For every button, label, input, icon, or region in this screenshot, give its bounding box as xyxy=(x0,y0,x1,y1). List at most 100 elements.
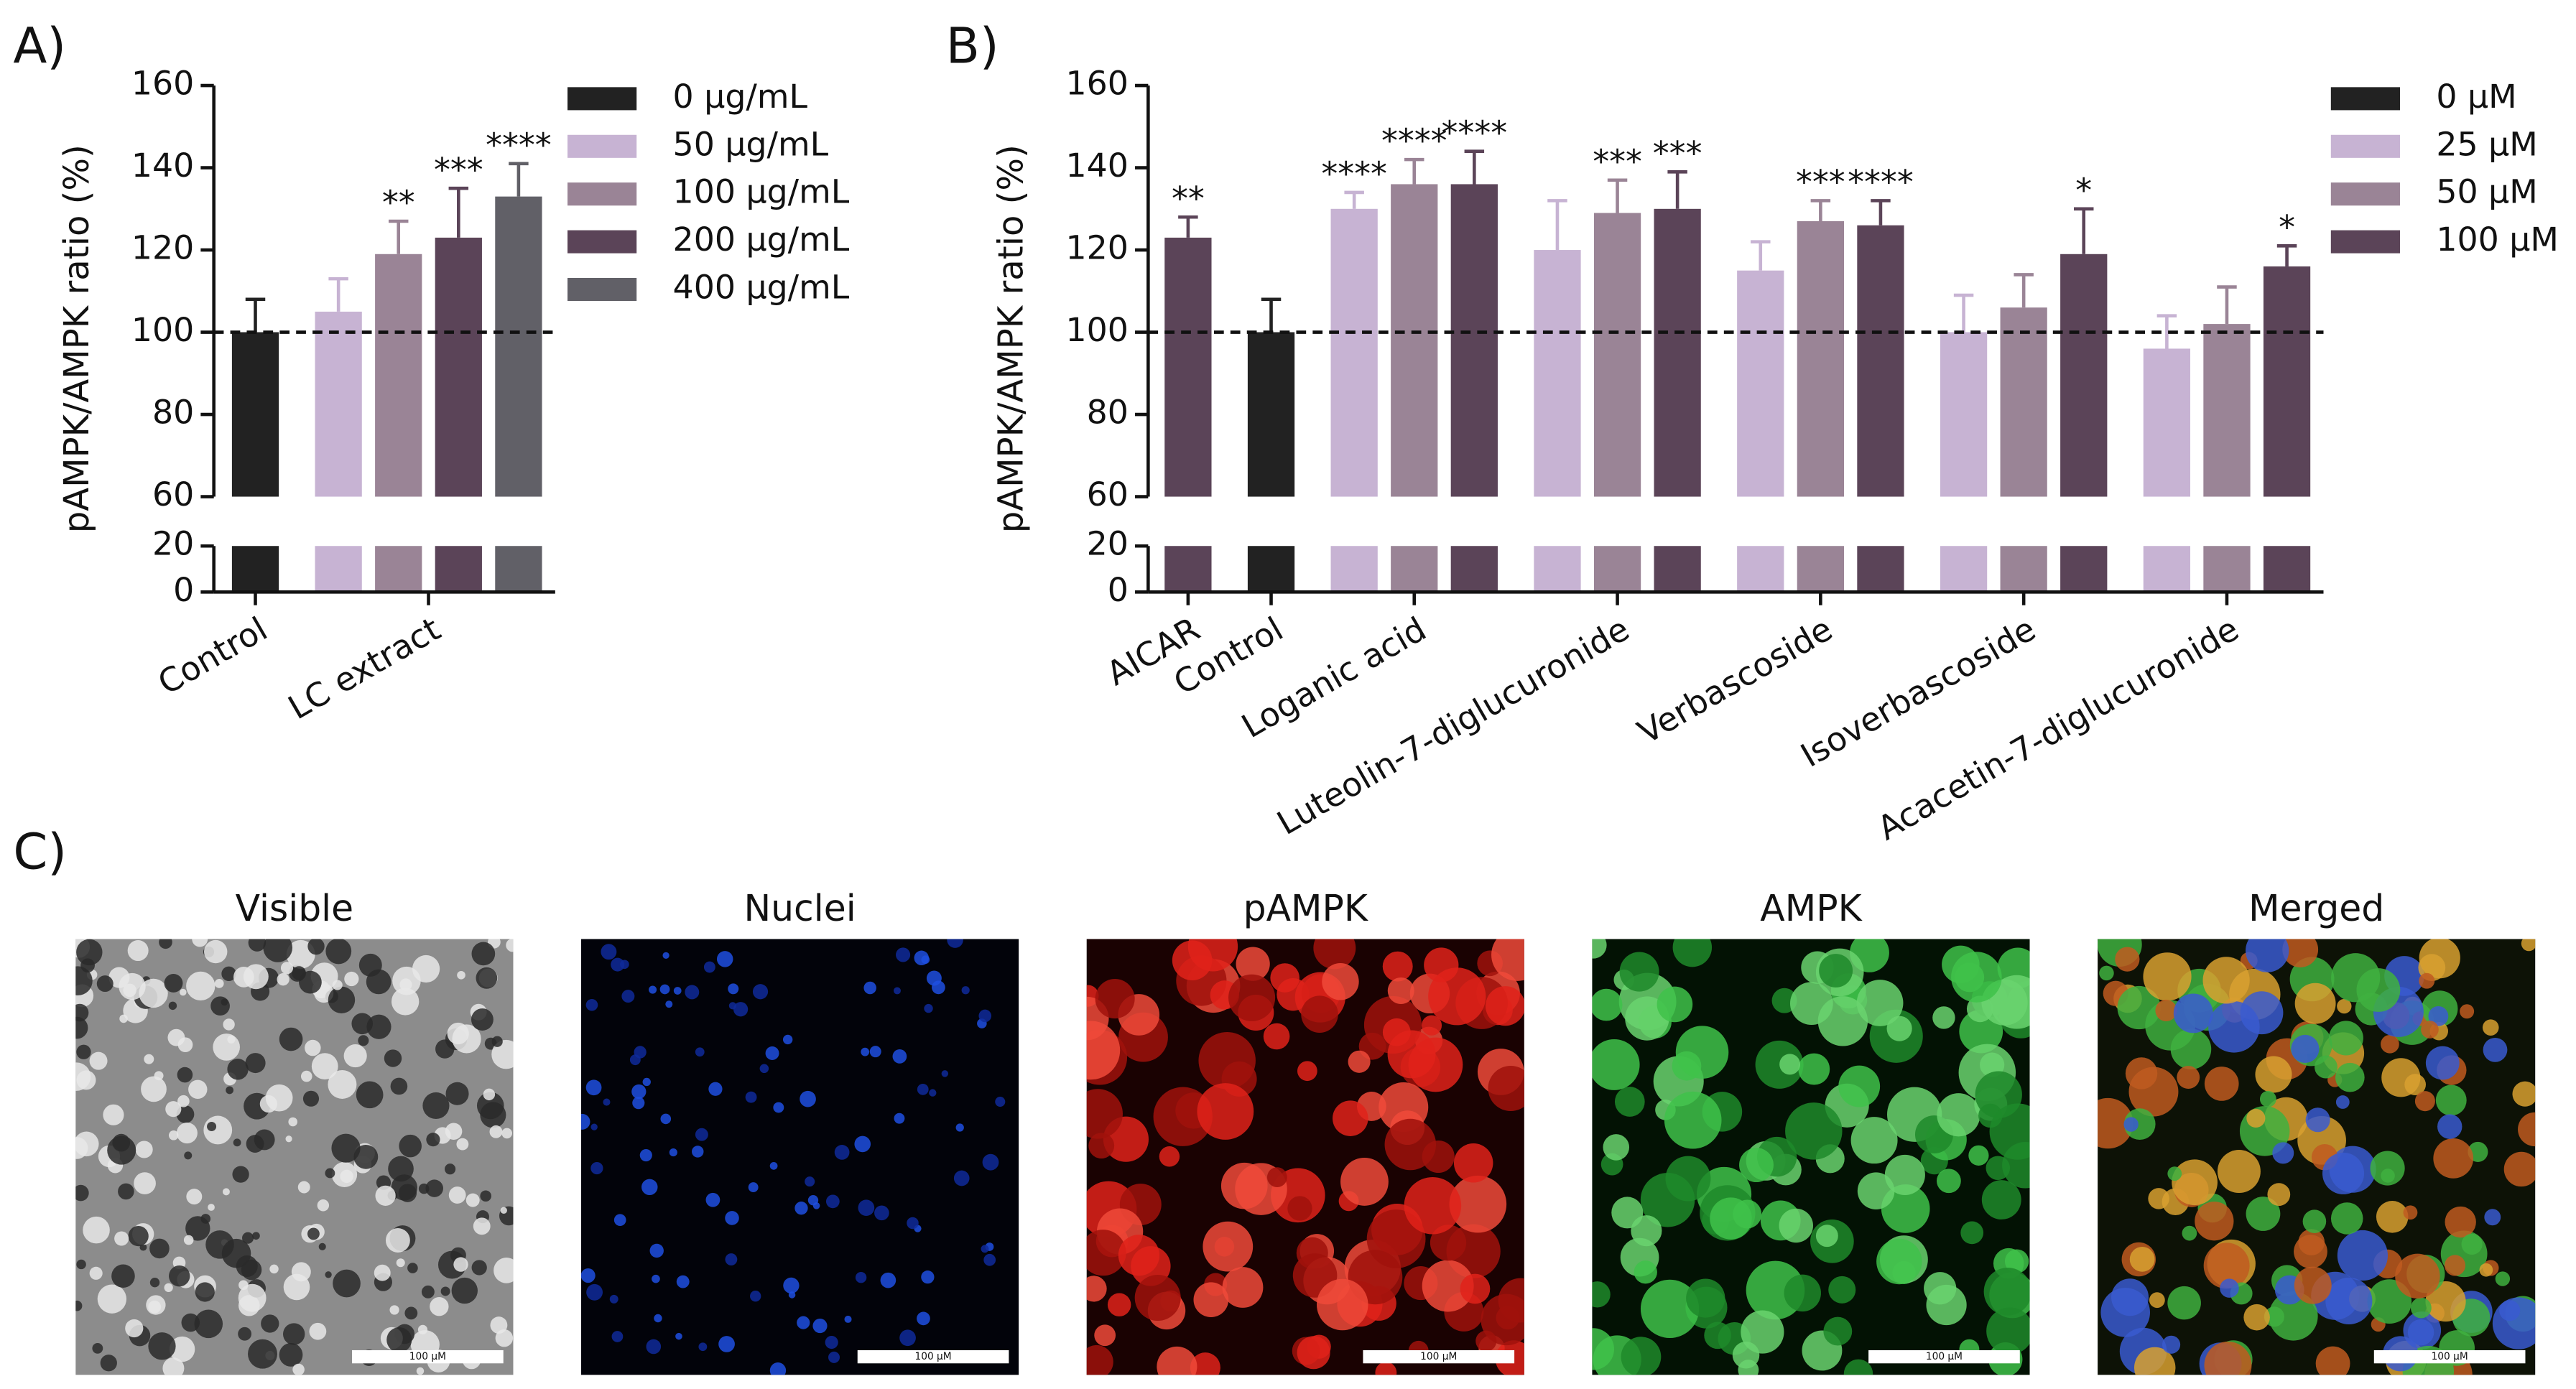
cell xyxy=(1157,1346,1197,1375)
bar-lower xyxy=(1391,546,1438,593)
cell xyxy=(344,971,359,987)
cell xyxy=(2255,1056,2292,1093)
cell xyxy=(1297,1061,1317,1082)
bar-lower xyxy=(2000,546,2047,593)
significance-label: *** xyxy=(434,150,483,189)
cell xyxy=(307,939,325,955)
cell xyxy=(2143,952,2192,1001)
cell xyxy=(2381,1058,2421,1097)
cell xyxy=(765,1046,779,1060)
cell xyxy=(695,1047,705,1057)
cell xyxy=(128,1225,149,1247)
cell xyxy=(665,1000,673,1008)
scale-bar xyxy=(857,1349,1009,1364)
cell xyxy=(669,1148,677,1157)
cell xyxy=(1270,963,1300,993)
cell xyxy=(2499,1300,2521,1321)
cell xyxy=(2410,1297,2432,1319)
cell xyxy=(2155,999,2177,1021)
image-title: AMPK xyxy=(1760,887,1863,929)
cell xyxy=(1981,1180,2021,1220)
cell xyxy=(718,1336,735,1352)
cell xyxy=(2335,1062,2365,1092)
cell xyxy=(676,1275,690,1288)
cell xyxy=(495,1329,514,1347)
panel-label: C) xyxy=(13,824,67,881)
cell xyxy=(476,967,498,989)
cell xyxy=(1986,1307,2030,1355)
cell xyxy=(907,1217,919,1230)
cell xyxy=(358,953,382,977)
scale-bar-label: 100 μM xyxy=(1926,1351,1963,1362)
cell xyxy=(2419,939,2460,979)
cell xyxy=(2484,1209,2501,1226)
cell xyxy=(1220,1162,1268,1209)
cell xyxy=(203,1115,233,1145)
bar xyxy=(1940,332,1988,497)
cell xyxy=(356,1081,384,1109)
cell xyxy=(471,1008,494,1031)
cell xyxy=(2162,1335,2181,1354)
cell xyxy=(2425,1281,2466,1322)
cell xyxy=(416,1367,425,1375)
cell xyxy=(1665,1156,1711,1202)
cell xyxy=(238,1327,252,1341)
cell xyxy=(1850,1117,1898,1164)
cell xyxy=(404,1306,418,1320)
cell xyxy=(2269,1291,2318,1341)
bar-lower xyxy=(2203,546,2251,593)
cell xyxy=(621,990,635,1003)
legend-swatch xyxy=(567,277,637,302)
cell xyxy=(374,1264,391,1281)
cell xyxy=(149,1238,170,1259)
bar xyxy=(1534,250,1581,497)
legend-swatch xyxy=(2330,87,2400,111)
cell xyxy=(1488,1065,1524,1112)
cell xyxy=(385,1228,410,1253)
cell xyxy=(632,1097,645,1110)
bar-lower xyxy=(2263,546,2311,593)
cell xyxy=(613,1214,626,1227)
image-background xyxy=(581,939,1019,1375)
cell xyxy=(2294,1235,2327,1269)
cell xyxy=(325,939,352,965)
cell xyxy=(629,1054,641,1066)
cell xyxy=(1086,1276,1107,1302)
cell xyxy=(97,1284,127,1314)
cell xyxy=(176,1122,198,1144)
cell xyxy=(489,1125,503,1138)
cell xyxy=(1449,1175,1507,1233)
cell xyxy=(165,1101,182,1118)
cell xyxy=(2518,1112,2536,1147)
cell xyxy=(1301,995,1338,1033)
cell xyxy=(1738,1360,1759,1375)
cell xyxy=(164,973,183,993)
y-axis-label: pAMPK/AMPK ratio (%) xyxy=(991,144,1032,533)
significance-label: *** xyxy=(1653,134,1702,172)
y-tick-label: 160 xyxy=(131,64,194,103)
cell xyxy=(1375,1362,1397,1375)
cell xyxy=(119,1014,128,1023)
cell xyxy=(2149,1292,2165,1309)
legend-label: 25 μM xyxy=(2436,124,2537,163)
cell xyxy=(204,939,228,964)
cell xyxy=(159,939,172,949)
bar xyxy=(1164,237,1212,497)
bar xyxy=(375,254,422,497)
cell xyxy=(609,1294,618,1304)
cell xyxy=(457,970,465,980)
cell xyxy=(1785,1102,1843,1160)
bar xyxy=(1450,184,1498,497)
cell xyxy=(2099,965,2114,981)
cell xyxy=(1134,1274,1181,1321)
cell xyxy=(1755,1040,1804,1089)
cell xyxy=(639,1148,652,1162)
legend-swatch xyxy=(567,182,637,206)
cell xyxy=(2521,939,2536,952)
bar xyxy=(2263,266,2311,497)
cell xyxy=(1936,1169,1961,1194)
cell xyxy=(351,1013,374,1035)
cell xyxy=(805,1176,815,1187)
cell xyxy=(894,1112,905,1124)
